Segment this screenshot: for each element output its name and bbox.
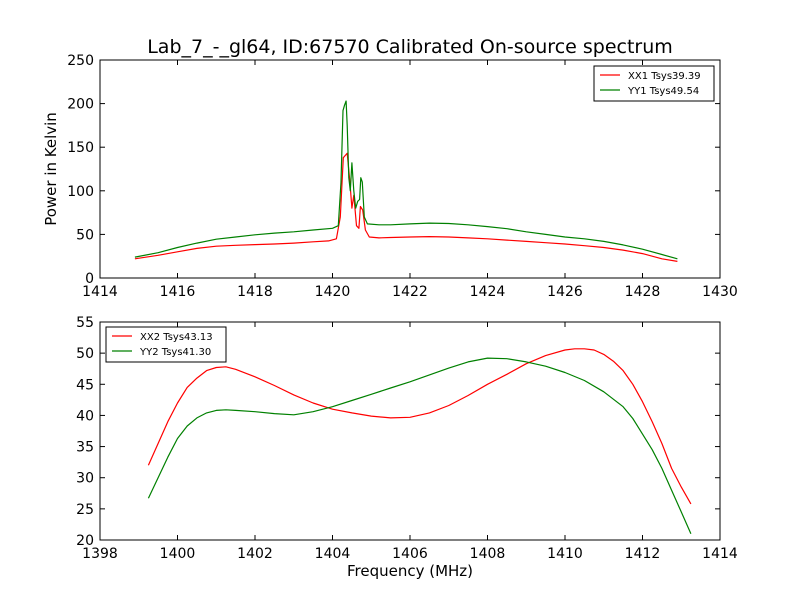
legend-label: XX2 Tsys43.13 [140, 332, 213, 343]
x-tick-label: 1412 [625, 546, 661, 562]
y-tick-label: 50 [76, 227, 94, 243]
x-tick-label: 1416 [160, 284, 196, 300]
y-tick-label: 45 [76, 377, 94, 393]
x-tick-label: 1410 [547, 546, 583, 562]
y-tick-label: 150 [67, 140, 94, 156]
legend-label: XX1 Tsys39.39 [628, 71, 701, 82]
series-line-xx1 [134, 152, 678, 262]
series-line-yy2 [147, 357, 692, 535]
x-tick-label: 1402 [237, 546, 273, 562]
y-tick-label: 200 [67, 97, 94, 113]
legend-label: YY1 Tsys49.54 [627, 86, 699, 97]
x-tick-label: 1428 [625, 284, 661, 300]
y-tick-label: 25 [76, 502, 94, 518]
x-tick-label: 1404 [315, 546, 351, 562]
legend-box [105, 326, 227, 363]
y-tick-label: 250 [67, 53, 94, 69]
series-line-xx2 [147, 348, 692, 505]
x-tick-label: 1406 [392, 546, 428, 562]
x-tick-label: 1418 [237, 284, 273, 300]
x-axis-label: Frequency (MHz) [347, 562, 473, 580]
x-tick-label: 1400 [160, 546, 196, 562]
legend-label: YY2 Tsys41.30 [139, 347, 211, 358]
y-tick-label: 35 [76, 440, 94, 456]
y-tick-label: 100 [67, 184, 94, 200]
x-tick-label: 1414 [702, 546, 738, 562]
y-tick-label: 20 [76, 533, 94, 549]
bottom-panel: 1398 1400 1402 1404 1406 1408 1410 1412 1414 20 25… [76, 315, 738, 580]
x-tick-label: 1424 [470, 284, 506, 300]
top-panel: 1414 1416 1418 1420 1422 1424 1426 1428 1430 0 50 1… [42, 53, 738, 300]
y-tick-label: 40 [76, 408, 94, 424]
x-tick-label: 1414 [82, 284, 118, 300]
y-tick-label: 30 [76, 471, 94, 487]
y-axis-label: Power in Kelvin [42, 112, 60, 226]
y-tick-label: 0 [85, 271, 94, 287]
x-tick-label: 1420 [315, 284, 351, 300]
x-tick-label: 1426 [547, 284, 583, 300]
x-tick-label: 1408 [470, 546, 506, 562]
legend-box [593, 65, 715, 102]
figure-title: Lab_7_-_gl64, ID:67570 Calibrated On-sou… [147, 36, 673, 58]
x-tick-label: 1398 [82, 546, 118, 562]
y-tick-label: 55 [76, 315, 94, 331]
y-tick-label: 50 [76, 346, 94, 362]
x-tick-label: 1422 [392, 284, 428, 300]
series-line-yy1 [134, 100, 678, 260]
x-tick-label: 1430 [702, 284, 738, 300]
